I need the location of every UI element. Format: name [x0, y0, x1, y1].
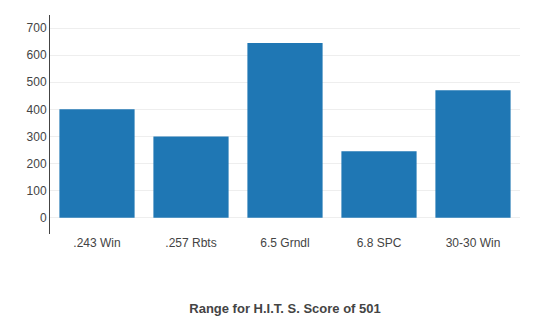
svg-text:.243 Win: .243 Win [73, 236, 120, 250]
svg-text:Range for H.I.T. S. Score of 5: Range for H.I.T. S. Score of 501(yards) [189, 301, 380, 319]
svg-text:500: 500 [27, 75, 47, 89]
svg-text:300: 300 [27, 130, 47, 144]
svg-text:6.5 Grndl: 6.5 Grndl [260, 236, 309, 250]
svg-text:6.8 SPC: 6.8 SPC [357, 236, 402, 250]
svg-text:0: 0 [40, 211, 47, 225]
svg-text:600: 600 [27, 48, 47, 62]
svg-text:.257 Rbts: .257 Rbts [165, 236, 216, 250]
svg-text:700: 700 [27, 21, 47, 35]
svg-text:400: 400 [27, 103, 47, 117]
svg-text:30-30 Win: 30-30 Win [446, 236, 501, 250]
svg-text:100: 100 [27, 184, 47, 198]
svg-text:200: 200 [27, 157, 47, 171]
